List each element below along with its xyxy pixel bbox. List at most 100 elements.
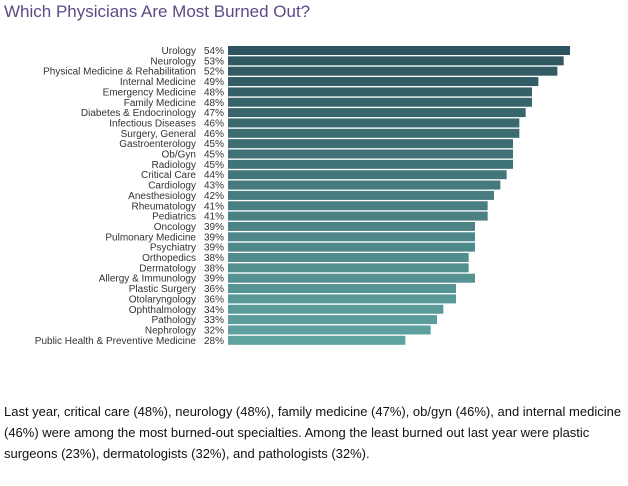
bar-row: Pathology 33% bbox=[152, 315, 437, 326]
category-label: Dermatology bbox=[139, 263, 196, 274]
value-label: 44% bbox=[204, 170, 224, 181]
bar-row: Nephrology 32% bbox=[145, 325, 431, 336]
bar-chart: Urology 54%Neurology 53%Physical Medicine … bbox=[35, 46, 570, 347]
bar-row: Ophthalmology 34% bbox=[129, 304, 444, 316]
bar-row: Rheumatology 41% bbox=[132, 201, 488, 212]
bar bbox=[228, 97, 532, 107]
value-label: 34% bbox=[204, 305, 224, 316]
value-label: 48% bbox=[204, 87, 224, 98]
category-label: Emergency Medicine bbox=[103, 87, 197, 98]
bar bbox=[228, 325, 431, 335]
bar-row: Allergy & Immunology 39% bbox=[99, 273, 475, 285]
bar-row: Internal Medicine 49% bbox=[120, 77, 539, 88]
bar bbox=[228, 263, 469, 273]
bar bbox=[228, 284, 456, 294]
bar-row: Gastroenterology 45% bbox=[119, 139, 513, 150]
value-label: 28% bbox=[204, 336, 224, 347]
bar-row: Infectious Diseases 46% bbox=[109, 118, 520, 129]
bar-row: Critical Care 44% bbox=[141, 170, 507, 181]
category-label: Urology bbox=[162, 46, 196, 57]
bar-row: Emergency Medicine 48% bbox=[103, 87, 532, 98]
category-label: Cardiology bbox=[148, 181, 196, 192]
bar bbox=[228, 46, 570, 55]
bar bbox=[228, 273, 475, 283]
bar bbox=[228, 190, 494, 200]
bar-row: Surgery, General 46% bbox=[121, 128, 520, 140]
bar bbox=[228, 211, 488, 221]
bar-row: Orthopedics 38% bbox=[142, 253, 469, 264]
bar bbox=[228, 159, 513, 169]
bar bbox=[228, 87, 532, 97]
value-label: 52% bbox=[204, 67, 224, 78]
bar-row: Neurology 53% bbox=[150, 56, 564, 67]
bar-row: Urology 54% bbox=[162, 46, 570, 57]
bar-row: Diabetes & Endocrinology 47% bbox=[81, 108, 526, 119]
value-label: 49% bbox=[204, 77, 224, 88]
category-label: Rheumatology bbox=[132, 201, 196, 212]
category-label: Surgery, General bbox=[121, 129, 196, 140]
value-label: 41% bbox=[204, 201, 224, 212]
category-label: Nephrology bbox=[145, 325, 196, 336]
bar bbox=[228, 335, 406, 345]
value-label: 46% bbox=[204, 129, 224, 140]
category-label: Radiology bbox=[152, 160, 196, 171]
category-label: Orthopedics bbox=[142, 253, 196, 264]
category-label: Otolaryngology bbox=[129, 294, 196, 305]
value-label: 39% bbox=[204, 222, 224, 233]
bar bbox=[228, 315, 437, 325]
bar bbox=[228, 294, 456, 304]
bar bbox=[228, 201, 488, 211]
chart-title: Which Physicians Are Most Burned Out? bbox=[4, 2, 311, 21]
bar-row: Public Health & Preventive Medicine 28% bbox=[35, 335, 406, 347]
category-label: Psychiatry bbox=[150, 243, 196, 254]
bar-row: Otolaryngology 36% bbox=[129, 294, 456, 305]
value-label: 38% bbox=[204, 263, 224, 274]
bar bbox=[228, 128, 520, 138]
bar-row: Oncology 39% bbox=[154, 221, 475, 233]
value-label: 36% bbox=[204, 284, 224, 295]
chart-caption: Last year, critical care (48%), neurolog… bbox=[4, 404, 622, 461]
value-label: 45% bbox=[204, 160, 224, 171]
category-label: Neurology bbox=[150, 56, 196, 67]
bar-row: Psychiatry 39% bbox=[150, 242, 475, 254]
bar-row: Family Medicine 48% bbox=[124, 97, 532, 109]
value-label: 45% bbox=[204, 150, 224, 161]
value-label: 47% bbox=[204, 108, 224, 119]
bar-row: Pulmonary Medicine 39% bbox=[105, 232, 475, 243]
bar bbox=[228, 304, 444, 314]
value-label: 53% bbox=[204, 56, 224, 67]
value-label: 42% bbox=[204, 191, 224, 202]
value-label: 33% bbox=[204, 315, 224, 326]
category-label: Plastic Surgery bbox=[129, 284, 196, 295]
category-label: Diabetes & Endocrinology bbox=[81, 108, 196, 119]
bar bbox=[228, 56, 564, 66]
bar-row: Radiology 45% bbox=[152, 159, 513, 171]
value-label: 32% bbox=[204, 325, 224, 336]
category-label: Anesthesiology bbox=[128, 191, 196, 202]
bar bbox=[228, 66, 558, 76]
category-label: Oncology bbox=[154, 222, 196, 233]
bar-row: Pediatrics 41% bbox=[152, 211, 488, 223]
category-label: Family Medicine bbox=[124, 98, 197, 109]
bar-row: Dermatology 38% bbox=[139, 263, 469, 274]
bar bbox=[228, 170, 507, 180]
bar bbox=[228, 221, 475, 231]
bar-row: Ob/Gyn 45% bbox=[162, 149, 513, 161]
bar-row: Physical Medicine & Rehabilitation 52% bbox=[43, 66, 558, 78]
category-label: Ophthalmology bbox=[129, 305, 196, 316]
bar bbox=[228, 149, 513, 159]
category-label: Physical Medicine & Rehabilitation bbox=[43, 67, 196, 78]
bar bbox=[228, 118, 520, 128]
value-label: 36% bbox=[204, 294, 224, 305]
category-label: Public Health & Preventive Medicine bbox=[35, 336, 197, 347]
bar-row: Anesthesiology 42% bbox=[128, 190, 494, 202]
value-label: 39% bbox=[204, 232, 224, 243]
value-label: 43% bbox=[204, 181, 224, 192]
bar bbox=[228, 253, 469, 262]
bar bbox=[228, 242, 475, 252]
bar bbox=[228, 139, 513, 149]
category-label: Infectious Diseases bbox=[109, 118, 196, 129]
value-label: 54% bbox=[204, 46, 224, 57]
value-label: 38% bbox=[204, 253, 224, 264]
bar bbox=[228, 77, 539, 87]
